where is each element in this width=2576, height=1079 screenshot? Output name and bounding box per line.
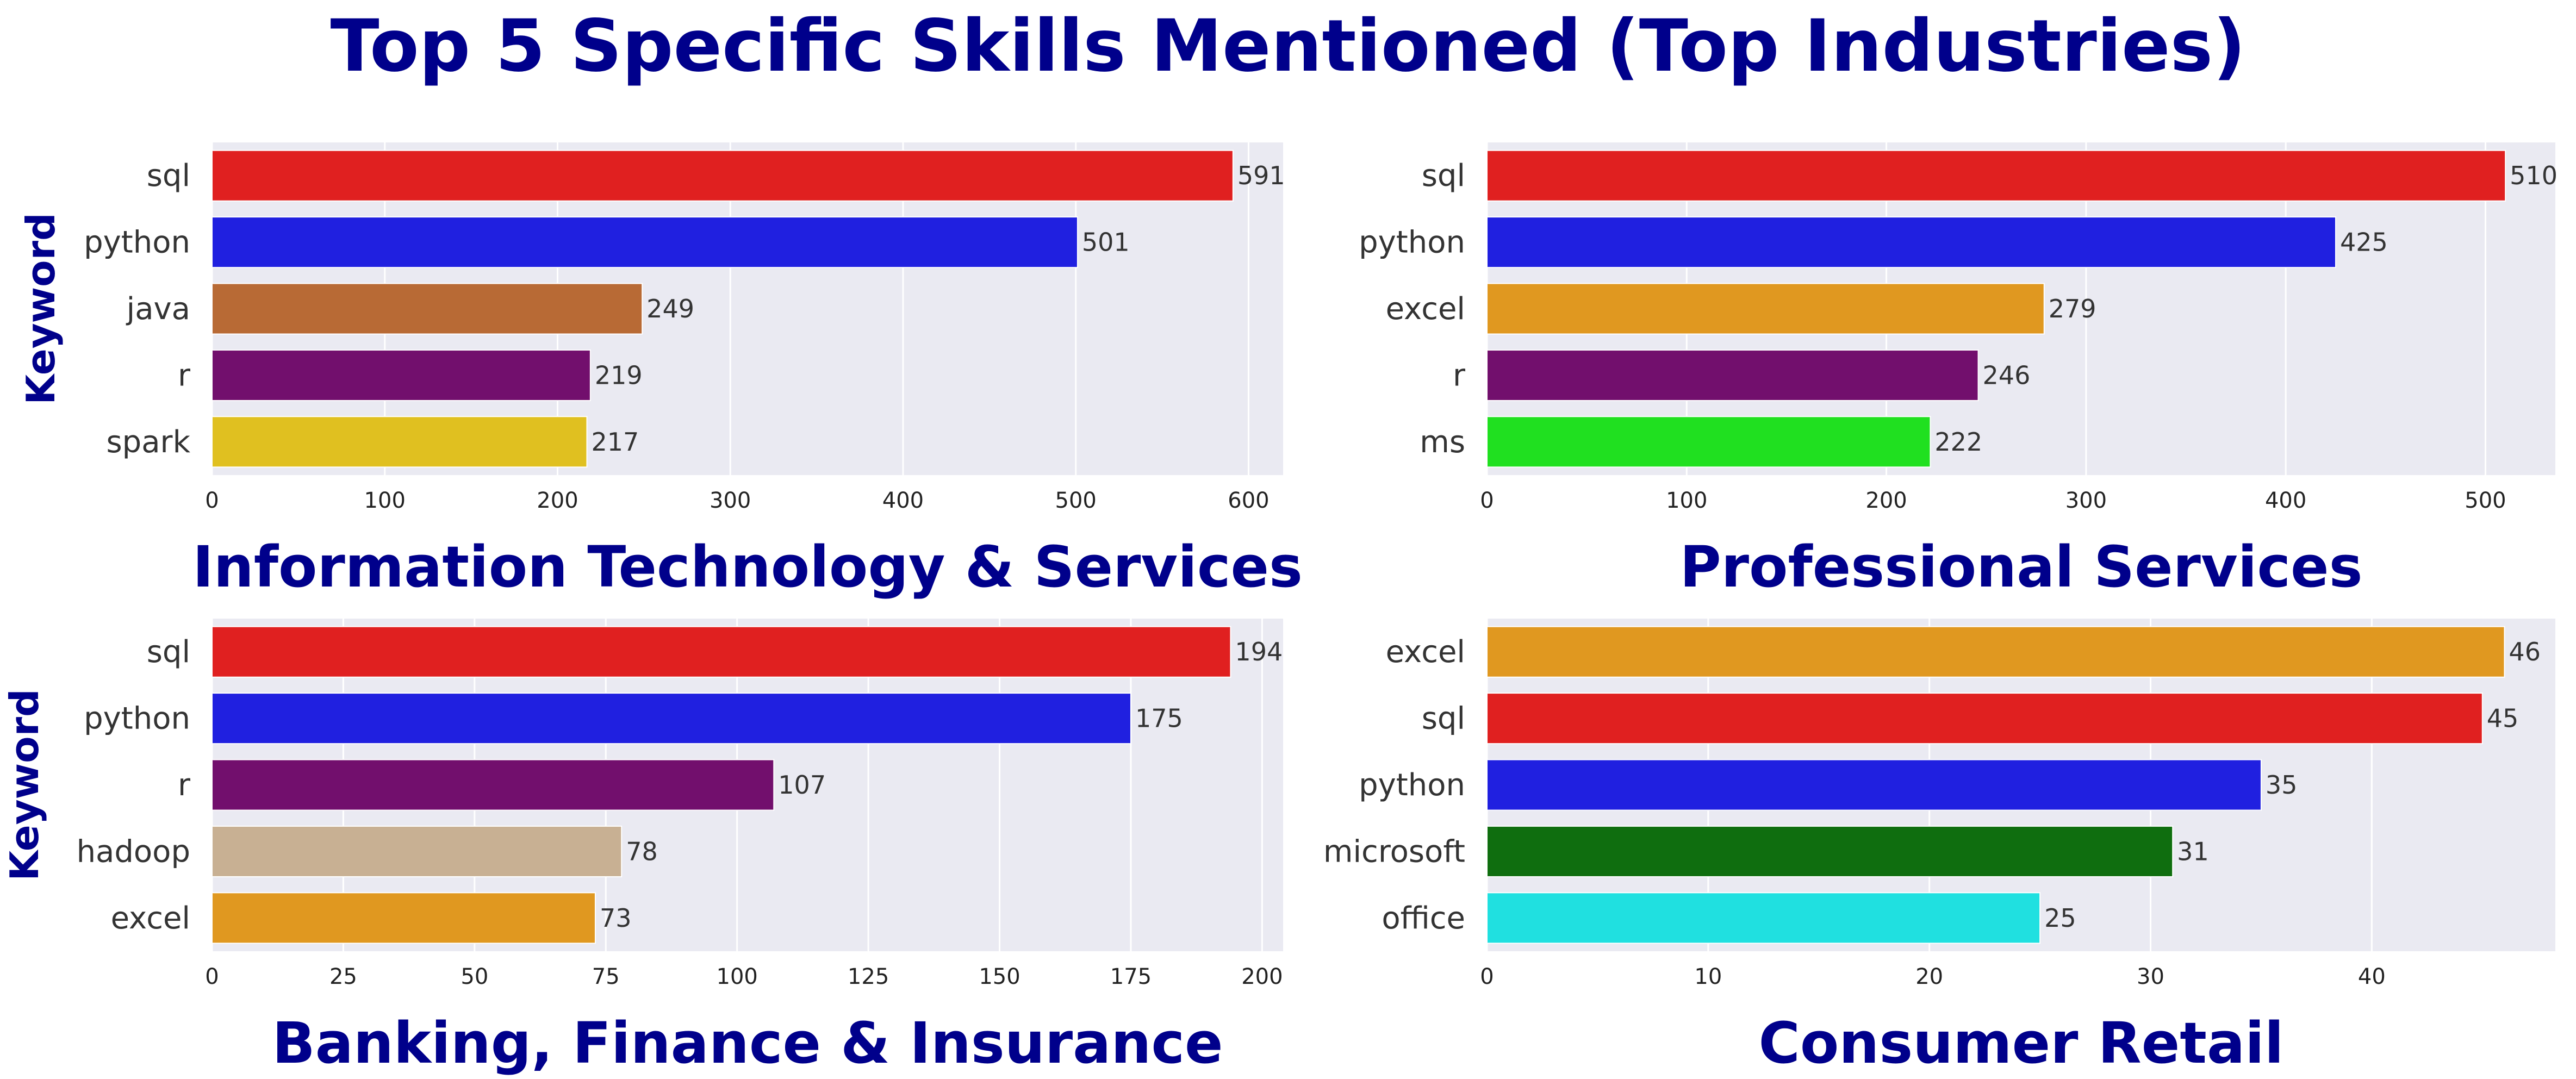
data-label: 222 [1934, 427, 1982, 457]
bar [1486, 626, 2505, 678]
x-tick-label: 30 [2137, 964, 2164, 989]
x-tick-label: 400 [882, 488, 924, 513]
x-tick-label: 0 [205, 964, 219, 989]
bar [1486, 149, 2506, 202]
bar [1486, 825, 2174, 877]
bar [211, 892, 596, 944]
data-label: 45 [2487, 704, 2519, 733]
y-tick-label: r [1453, 358, 1466, 393]
x-axis-label: Consumer Retail [1759, 1010, 2284, 1076]
x-tick-label: 150 [979, 964, 1020, 989]
y-axis-label: Keyword [18, 213, 64, 404]
bar [1486, 693, 2483, 745]
bar [1486, 416, 1931, 468]
data-label: 46 [2509, 637, 2541, 666]
data-label: 217 [592, 427, 639, 457]
data-label: 194 [1235, 637, 1283, 666]
bar [1486, 349, 1979, 401]
x-tick-label: 200 [1241, 964, 1283, 989]
subplot-3: 0 25 50 75 100 125 150 175 200 sql 194 python 175 r 10… [2, 619, 1283, 1076]
x-tick-label: 75 [592, 964, 620, 989]
y-tick-label: r [178, 358, 191, 393]
chart-title: Top 5 Specific Skills Mentioned (Top Ind… [330, 4, 2246, 88]
y-tick-label: r [178, 768, 191, 803]
x-tick-label: 25 [329, 964, 357, 989]
x-tick-label: 0 [1480, 488, 1494, 513]
x-tick-label: 100 [364, 488, 406, 513]
x-axis-label: Banking, Finance & Insurance [272, 1010, 1223, 1076]
y-tick-label: ms [1420, 425, 1465, 460]
x-tick-label: 0 [1480, 964, 1494, 989]
bar [211, 825, 623, 877]
x-tick-label: 500 [2465, 488, 2506, 513]
x-tick-label: 200 [537, 488, 578, 513]
x-tick-label: 0 [205, 488, 219, 513]
subplot-2: 0 100 200 300 400 500 sql 510 python 425 excel 279 r… [1359, 142, 2558, 600]
y-tick-label: microsoft [1323, 834, 1465, 869]
bar [211, 626, 1231, 678]
bar [1486, 892, 2041, 944]
data-label: 35 [2266, 770, 2298, 800]
bar [211, 216, 1078, 269]
x-tick-label: 600 [1228, 488, 1269, 513]
bar [211, 349, 591, 401]
data-label: 591 [1237, 161, 1285, 190]
subplot-1: 0 100 200 300 400 500 600 sql 591 python 501 java 24… [18, 142, 1303, 600]
data-label: 219 [595, 360, 643, 390]
data-label: 425 [2340, 228, 2388, 257]
data-label: 175 [1135, 704, 1183, 733]
x-tick-label: 10 [1694, 964, 1722, 989]
y-tick-label: hadoop [77, 834, 190, 869]
y-tick-label: office [1382, 901, 1465, 936]
y-tick-label: excel [1386, 291, 1465, 327]
data-label: 501 [1082, 228, 1130, 257]
bar [1486, 283, 2045, 335]
x-tick-label: 50 [461, 964, 488, 989]
data-label: 510 [2510, 161, 2558, 190]
subplot-4: 0 10 20 30 40 excel 46 sql 45 python 35 microsoft 31… [1323, 619, 2555, 1076]
bar [211, 283, 643, 335]
bar [1486, 759, 2262, 811]
x-axis-label: Information Technology & Services [192, 534, 1303, 600]
bar [1486, 216, 2336, 269]
y-axis-label: Keyword [2, 689, 47, 881]
x-tick-label: 400 [2265, 488, 2306, 513]
x-tick-label: 100 [1666, 488, 1707, 513]
data-label: 25 [2044, 903, 2076, 933]
y-tick-label: python [84, 701, 190, 737]
y-tick-label: excel [1386, 634, 1465, 670]
data-label: 78 [626, 837, 658, 866]
bar [211, 416, 588, 468]
data-label: 246 [1983, 360, 2031, 390]
x-tick-label: 100 [717, 964, 758, 989]
bar [211, 149, 1234, 202]
data-label: 107 [778, 770, 826, 800]
x-tick-label: 40 [2358, 964, 2386, 989]
y-tick-label: python [84, 225, 190, 260]
x-axis-label: Professional Services [1680, 534, 2363, 600]
bar [211, 759, 775, 811]
x-tick-label: 200 [1865, 488, 1907, 513]
x-tick-label: 125 [848, 964, 889, 989]
x-tick-label: 500 [1055, 488, 1097, 513]
y-tick-label: spark [107, 425, 191, 460]
y-tick-label: excel [111, 901, 190, 936]
data-label: 279 [2049, 294, 2096, 323]
y-tick-label: sql [147, 634, 190, 670]
x-tick-label: 300 [710, 488, 751, 513]
data-label: 249 [646, 294, 694, 323]
bar [211, 693, 1131, 745]
data-label: 31 [2177, 837, 2209, 866]
y-tick-label: python [1359, 768, 1465, 803]
x-tick-label: 20 [1915, 964, 1943, 989]
y-tick-label: sql [1422, 158, 1465, 194]
x-tick-label: 300 [2065, 488, 2107, 513]
y-tick-label: java [126, 291, 190, 327]
y-tick-label: python [1359, 225, 1465, 260]
data-label: 73 [600, 903, 632, 933]
x-tick-label: 175 [1110, 964, 1152, 989]
y-tick-label: sql [147, 158, 190, 194]
y-tick-label: sql [1422, 701, 1465, 737]
